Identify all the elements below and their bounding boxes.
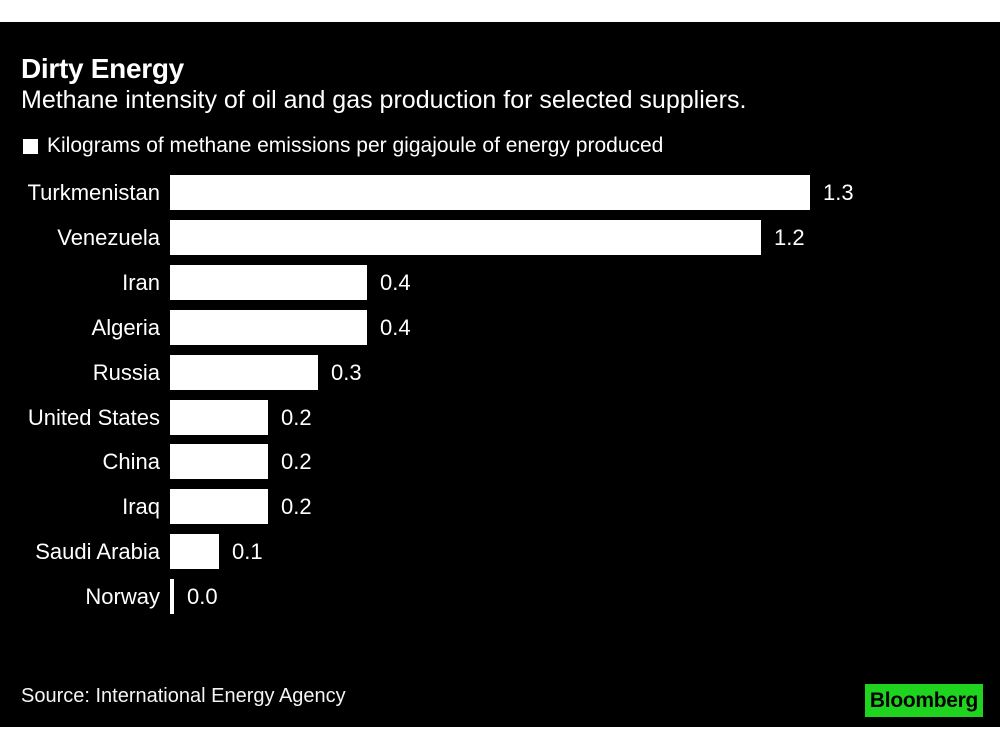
bloomberg-logo: Bloomberg (865, 684, 983, 717)
value-label: 0.4 (380, 315, 411, 340)
bar (170, 175, 810, 210)
value-label: 0.2 (281, 494, 312, 519)
legend-label: Kilograms of methane emissions per gigaj… (47, 134, 664, 157)
bar (170, 579, 174, 614)
value-label: 0.1 (232, 539, 263, 564)
bar-row: United States 0.2 (0, 400, 1000, 435)
category-label: Venezuela (57, 225, 160, 250)
value-label: 0.3 (331, 360, 362, 385)
chart-title: Dirty Energy (21, 53, 184, 84)
category-label: United States (27, 405, 160, 430)
legend-marker-icon (23, 138, 38, 154)
value-label: 1.2 (774, 225, 805, 250)
bar-row: Norway 0.0 (0, 579, 1000, 614)
source-note: Source: International Energy Agency (21, 685, 346, 707)
category-label: Norway (85, 584, 160, 609)
category-label: Saudi Arabia (35, 539, 160, 564)
legend: Kilograms of methane emissions per gigaj… (23, 134, 664, 157)
category-label: China (102, 449, 160, 474)
value-label: 0.2 (281, 405, 312, 430)
bar-row: Algeria 0.4 (0, 310, 1000, 345)
value-label: 0.2 (281, 449, 312, 474)
bar (170, 310, 367, 345)
bar-row: China 0.2 (0, 444, 1000, 479)
value-label: 1.3 (823, 180, 854, 205)
bar-chart: Turkmenistan 1.3 Venezuela 1.2 Iran 0.4 Algeri… (0, 175, 1000, 620)
bar-row: Iran 0.4 (0, 265, 1000, 300)
category-label: Iran (122, 270, 160, 295)
category-label: Iraq (122, 494, 160, 519)
bar (170, 489, 268, 524)
value-label: 0.4 (380, 270, 411, 295)
bar (170, 400, 268, 435)
bar (170, 355, 318, 390)
bar (170, 220, 761, 255)
category-label: Algeria (91, 315, 160, 340)
value-label: 0.0 (187, 584, 218, 609)
category-label: Russia (92, 360, 160, 385)
bar (170, 444, 268, 479)
bar-row: Russia 0.3 (0, 355, 1000, 390)
bar-row: Turkmenistan 1.3 (0, 175, 1000, 210)
category-label: Turkmenistan (27, 180, 160, 205)
bar-row: Iraq 0.2 (0, 489, 1000, 524)
bar-row: Saudi Arabia 0.1 (0, 534, 1000, 569)
bar (170, 534, 219, 569)
chart-subtitle: Methane intensity of oil and gas product… (21, 86, 747, 114)
chart-panel: Dirty Energy Methane intensity of oil an… (0, 22, 1000, 727)
bar-row: Venezuela 1.2 (0, 220, 1000, 255)
bar (170, 265, 367, 300)
